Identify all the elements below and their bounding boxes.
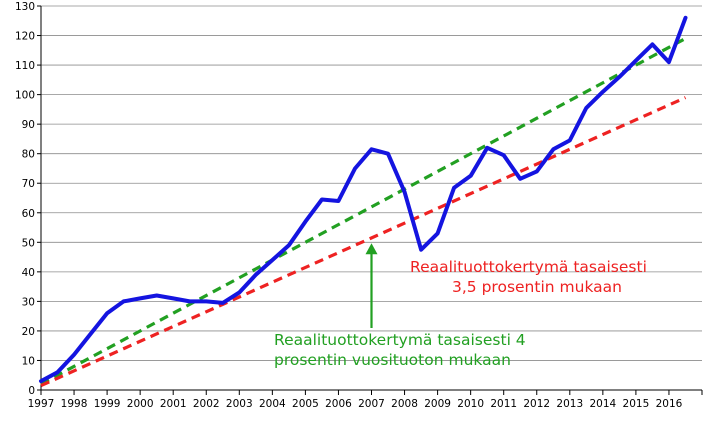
x-tick-label: 2001 <box>160 398 187 410</box>
y-tick-label: 130 <box>15 1 35 13</box>
annotation-three-and-half-percent-text: Reaalituottokertymä tasaisesti <box>410 258 647 276</box>
annotation-arrow-head <box>365 243 378 255</box>
y-tick-label: 120 <box>15 31 35 43</box>
x-tick-label: 2003 <box>226 398 253 410</box>
annotations: Reaalituottokertymä tasaisesti 4 prosenti… <box>274 243 647 369</box>
x-tick-labels: 1997 1998 1999 2000 2001 2002 2003 2004 2005 2006… <box>28 398 683 410</box>
x-tick-label: 2014 <box>589 398 616 410</box>
x-tick-label: 1997 <box>28 398 55 410</box>
x-tick-label: 2004 <box>259 398 286 410</box>
x-tick-label: 2009 <box>424 398 451 410</box>
x-tick-label: 2011 <box>490 398 517 410</box>
y-tick-label: 50 <box>22 237 35 249</box>
x-tick-label: 2010 <box>457 398 484 410</box>
x-tick-label: 2008 <box>391 398 418 410</box>
x-tick-label: 2013 <box>556 398 583 410</box>
y-tick-label: 70 <box>22 178 35 190</box>
y-tick-label: 90 <box>22 119 35 131</box>
y-tick-labels: 0 10 20 30 40 50 60 70 80 90 100 110 120 130 <box>15 1 35 397</box>
y-tick-label: 100 <box>15 90 35 102</box>
annotation-three-and-half-percent-text: 3,5 prosentin mukaan <box>452 278 622 296</box>
y-tick-label: 80 <box>22 149 35 161</box>
y-tick-label: 40 <box>22 267 35 279</box>
four-percent-line <box>40 37 687 386</box>
x-tick-label: 2005 <box>292 398 319 410</box>
x-tick-label: 2016 <box>656 398 683 410</box>
cumulative-return-line <box>39 15 688 384</box>
y-tick-label: 0 <box>28 385 35 397</box>
x-tick-label: 2000 <box>127 398 154 410</box>
y-tick-label: 60 <box>22 208 35 220</box>
y-tick-label: 20 <box>22 326 35 338</box>
y-tick-label: 10 <box>22 355 35 367</box>
x-tick-label: 2012 <box>523 398 550 410</box>
x-tick-label: 1998 <box>61 398 88 410</box>
series <box>39 15 688 388</box>
x-tick-label: 2007 <box>358 398 385 410</box>
x-tick-label: 2006 <box>325 398 352 410</box>
x-tick-label: 1999 <box>94 398 121 410</box>
y-tick-label: 110 <box>15 60 35 72</box>
y-tick-label: 30 <box>22 296 35 308</box>
x-tick-label: 2002 <box>193 398 220 410</box>
annotation-four-percent-text: Reaalituottokertymä tasaisesti 4 <box>274 331 526 349</box>
axes <box>37 5 703 395</box>
grid <box>41 5 702 361</box>
x-tick-label: 2015 <box>623 398 650 410</box>
annotation-four-percent-text: prosentin vuosituoton mukaan <box>274 351 511 369</box>
three-and-half-percent-line <box>40 96 687 388</box>
